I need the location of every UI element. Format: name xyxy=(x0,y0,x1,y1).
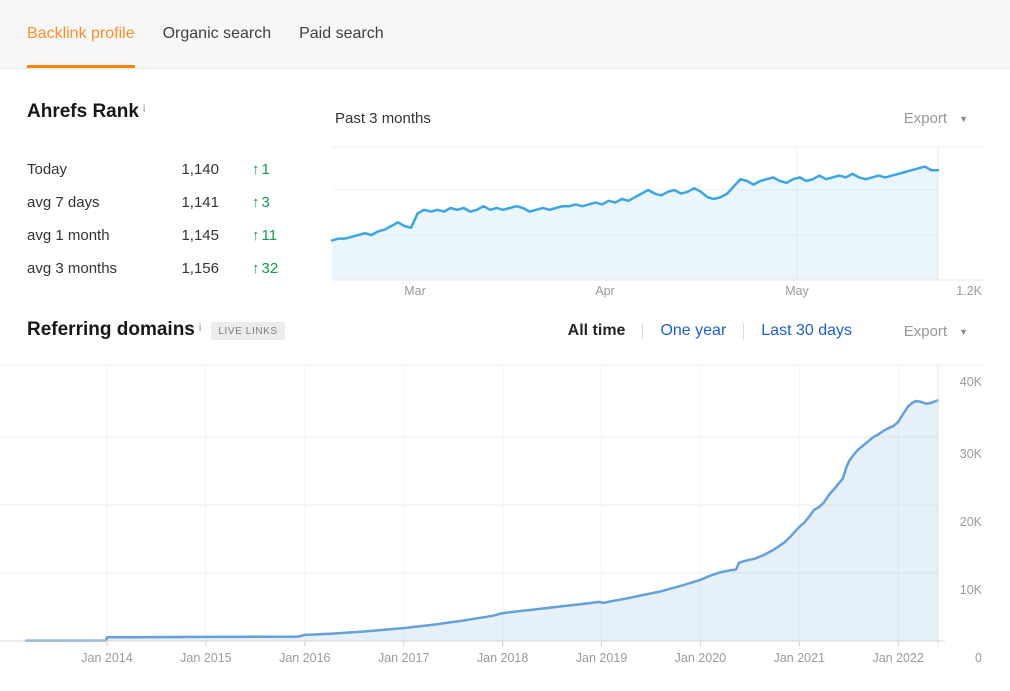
rank-row-value: 1,156 xyxy=(181,260,219,277)
up-arrow-icon: ↑ xyxy=(252,161,260,178)
y-axis-label: 20K xyxy=(960,515,983,529)
filter-all-time[interactable]: All time xyxy=(567,322,626,339)
y-axis-label: 40K xyxy=(960,375,983,389)
referring-domains-title-text: Referring domains xyxy=(27,319,195,340)
y-axis-label: 1.2K xyxy=(956,284,982,298)
rank-row: Today 1,140 ↑ 1 xyxy=(27,153,327,186)
rank-row-delta-value: 11 xyxy=(261,227,278,244)
x-axis-label: Jan 2014 xyxy=(81,651,132,665)
separator xyxy=(642,322,644,340)
y-axis-label: 30K xyxy=(960,447,983,461)
rank-row-delta: ↑ 1 xyxy=(252,161,270,178)
time-range-filters: All time One year Last 30 days xyxy=(568,322,852,340)
up-arrow-icon: ↑ xyxy=(252,227,260,244)
x-axis-label: Jan 2022 xyxy=(872,651,923,665)
up-arrow-icon: ↑ xyxy=(252,260,260,277)
domains-line xyxy=(24,399,940,642)
rank-area-fill xyxy=(332,166,938,280)
tab-bar: Backlink profile Organic search Paid searc… xyxy=(0,0,1010,69)
tab-backlink-profile[interactable]: Backlink profile xyxy=(27,0,135,68)
caret-down-icon: ▼ xyxy=(959,326,968,337)
rank-row-label: avg 1 month xyxy=(27,227,110,244)
rank-row-value: 1,141 xyxy=(181,194,219,211)
referring-domains-section-title: Referring domains i LIVE LINKS xyxy=(27,318,285,341)
rank-export-button[interactable]: Export ▼ xyxy=(904,110,968,127)
x-axis-label: Mar xyxy=(404,284,426,298)
rank-row-delta: ↑ 32 xyxy=(252,260,278,277)
rank-row-delta-value: 3 xyxy=(261,194,270,211)
rank-row-value: 1,140 xyxy=(181,161,219,178)
rank-row-delta: ↑ 3 xyxy=(252,194,270,211)
info-icon[interactable]: i xyxy=(198,321,202,334)
x-axis-label: Jan 2019 xyxy=(576,651,627,665)
rank-chart-title: Past 3 months xyxy=(335,110,431,127)
ahrefs-rank-chart: Mar Apr May 1.2K xyxy=(330,146,983,298)
x-axis-label: Jan 2021 xyxy=(774,651,825,665)
ahrefs-rank-table: Today 1,140 ↑ 1 avg 7 days 1,141 ↑ 3 avg 1 month… xyxy=(27,153,327,285)
ahrefs-rank-section-title: Ahrefs Rank i xyxy=(27,100,145,123)
x-axis-label: Jan 2017 xyxy=(378,651,429,665)
x-axis-label: Apr xyxy=(595,284,614,298)
rank-row-delta-value: 1 xyxy=(261,161,270,178)
rank-row-delta-value: 32 xyxy=(261,260,279,277)
export-label: Export xyxy=(903,110,948,127)
caret-down-icon: ▼ xyxy=(959,113,968,124)
up-arrow-icon: ↑ xyxy=(252,194,260,211)
referring-domains-chart: Jan 2014 Jan 2015 Jan 2016 Jan 2017 Jan 2018… xyxy=(0,364,983,665)
rank-row: avg 1 month 1,145 ↑ 11 xyxy=(27,219,327,252)
x-axis-label: Jan 2016 xyxy=(279,651,330,665)
x-axis-label: Jan 2018 xyxy=(477,651,528,665)
y-axis-label: 0 xyxy=(975,651,982,665)
live-links-badge: LIVE LINKS xyxy=(211,321,285,340)
tab-organic-search[interactable]: Organic search xyxy=(162,25,272,42)
ahrefs-rank-title-text: Ahrefs Rank xyxy=(27,101,139,122)
tab-paid-search[interactable]: Paid search xyxy=(299,25,384,42)
x-axis-label: Jan 2015 xyxy=(180,651,231,665)
rank-row-label: avg 3 months xyxy=(27,260,118,277)
export-label: Export xyxy=(903,323,948,340)
domains-export-button[interactable]: Export ▼ xyxy=(904,323,968,340)
y-axis-label: 10K xyxy=(960,583,983,597)
rank-row-delta: ↑ 11 xyxy=(252,227,277,244)
rank-line xyxy=(330,165,940,242)
rank-row-label: Today xyxy=(27,161,68,178)
separator xyxy=(743,322,745,340)
rank-row-label: avg 7 days xyxy=(27,194,100,211)
x-axis-label: Jan 2020 xyxy=(675,651,726,665)
domains-area-fill xyxy=(25,400,938,641)
rank-row-value: 1,145 xyxy=(181,227,219,244)
rank-row: avg 3 months 1,156 ↑ 32 xyxy=(27,252,327,285)
filter-last-30-days[interactable]: Last 30 days xyxy=(761,322,852,339)
rank-row: avg 7 days 1,141 ↑ 3 xyxy=(27,186,327,219)
info-icon[interactable]: i xyxy=(142,103,146,115)
x-axis-label: May xyxy=(785,284,809,298)
filter-one-year[interactable]: One year xyxy=(660,322,727,339)
